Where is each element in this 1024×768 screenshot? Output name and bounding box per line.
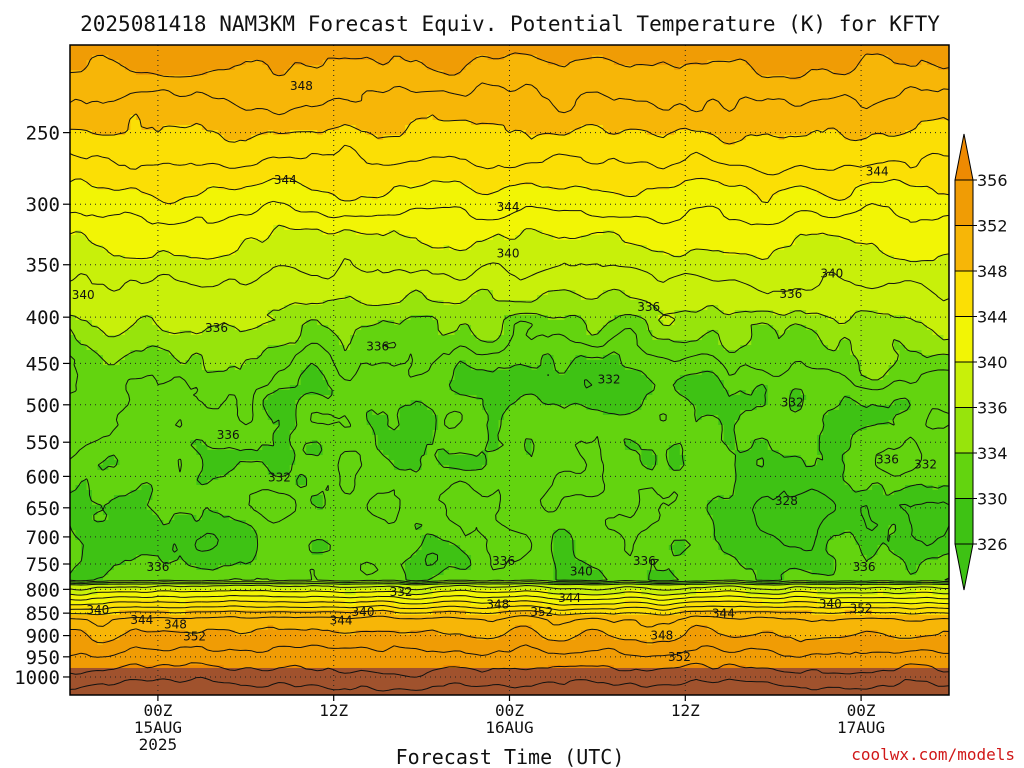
contour-label: 348: [650, 629, 673, 643]
colorbar-tick-label: 326: [977, 535, 1008, 554]
contour-label: 340: [86, 603, 109, 617]
y-tick-label: 350: [26, 255, 60, 277]
contour-label: 332: [914, 457, 937, 471]
y-tick-label: 450: [26, 353, 60, 375]
contour-label: 340: [72, 288, 95, 302]
y-tick-label: 900: [26, 626, 60, 648]
y-tick-label: 1000: [14, 667, 60, 689]
contour-label: 332: [598, 373, 621, 387]
contour-label: 332: [781, 395, 804, 409]
contour-label: 336: [492, 554, 515, 568]
contour-label: 336: [637, 300, 660, 314]
y-tick-label: 250: [26, 123, 60, 145]
x-tick-label: 00Z: [847, 701, 876, 720]
x-tick-label: 16AUG: [485, 718, 533, 737]
contour-label: 340: [497, 246, 520, 260]
contour-label: 328: [775, 494, 798, 508]
contour-label: 336: [876, 453, 899, 467]
x-tick-label: 00Z: [495, 701, 524, 720]
contour-label: 344: [274, 173, 297, 187]
x-tick-label: 15AUG: [134, 718, 182, 737]
contour-label: 340: [820, 267, 843, 281]
y-tick-label: 550: [26, 432, 60, 454]
colorbar-tick-label: 340: [977, 353, 1008, 372]
x-tick-label: 12Z: [319, 701, 348, 720]
y-tick-label: 300: [26, 194, 60, 216]
contour-label: 348: [486, 597, 509, 611]
contour-label: 352: [850, 602, 873, 616]
contour-label: 352: [668, 650, 691, 664]
colorbar-min-arrow: [954, 543, 974, 591]
contour-label: 332: [268, 471, 291, 485]
contour-label: 336: [366, 339, 389, 353]
contour-label: 344: [497, 200, 520, 214]
y-tick-label: 500: [26, 395, 60, 417]
contour-label: 348: [164, 618, 187, 632]
y-tick-label: 700: [26, 527, 60, 549]
colorbar-tick-label: 356: [977, 171, 1008, 190]
colorbar-tick-label: 334: [977, 444, 1008, 463]
colorbar-swatch: [954, 225, 974, 272]
colorbar-swatch: [954, 316, 974, 363]
colorbar-swatch: [954, 498, 974, 545]
contour-label: 340: [819, 597, 842, 611]
contour-label: 344: [330, 613, 353, 627]
contour-label: 344: [712, 607, 735, 621]
contour-label: 336: [633, 554, 656, 568]
contour-label: 352: [530, 605, 553, 619]
contour-lines: [70, 52, 949, 692]
y-tick-label: 850: [26, 603, 60, 625]
gridlines: [70, 45, 949, 695]
colorbar-swatch: [954, 361, 974, 408]
y-tick-label: 950: [26, 647, 60, 669]
watermark: coolwx.com/models: [851, 745, 1015, 764]
colorbar: 326 330 334 336 340 344 348 352 356: [954, 133, 1008, 591]
colorbar-max-arrow: [954, 133, 974, 181]
y-axis: 2503003504004505005506006507007508008509…: [14, 123, 70, 689]
x-tick-label: 12Z: [671, 701, 700, 720]
y-tick-label: 400: [26, 307, 60, 329]
contour-label: 352: [183, 629, 206, 643]
colorbar-swatch: [954, 179, 974, 226]
contour-label: 336: [853, 560, 876, 574]
x-tick-label: 00Z: [143, 701, 172, 720]
contour-label: 344: [130, 613, 153, 627]
contour-label: 348: [290, 79, 313, 93]
contour-label: 344: [558, 591, 581, 605]
y-tick-label: 750: [26, 554, 60, 576]
contour-labels: 3483443443443403403403363363363363363323…: [72, 79, 937, 664]
y-tick-label: 600: [26, 466, 60, 488]
colorbar-swatch: [954, 407, 974, 454]
contour-label: 344: [866, 164, 889, 178]
colorbar-tick-label: 344: [977, 308, 1008, 327]
contour-label: 340: [352, 605, 375, 619]
chart-title: 2025081418 NAM3KM Forecast Equiv. Potent…: [80, 12, 940, 36]
x-axis-title: Forecast Time (UTC): [396, 745, 625, 768]
colorbar-tick-label: 330: [977, 490, 1008, 509]
contour-label: 336: [779, 287, 802, 301]
colorbar-tick-label: 336: [977, 399, 1008, 418]
y-tick-label: 800: [26, 579, 60, 601]
colorbar-tick-label: 352: [977, 217, 1008, 236]
contour-label: 336: [217, 428, 240, 442]
x-tick-label: 17AUG: [837, 718, 885, 737]
colorbar-tick-label: 348: [977, 262, 1008, 281]
contour-label: 336: [146, 560, 169, 574]
x-tick-label: 2025: [139, 735, 178, 754]
colorbar-swatch: [954, 270, 974, 317]
contour-label: 332: [390, 585, 413, 599]
contour-label: 340: [570, 564, 593, 578]
colorbar-swatch: [954, 452, 974, 499]
y-tick-label: 650: [26, 498, 60, 520]
plot-area: [70, 45, 949, 695]
contour-label: 336: [205, 321, 228, 335]
